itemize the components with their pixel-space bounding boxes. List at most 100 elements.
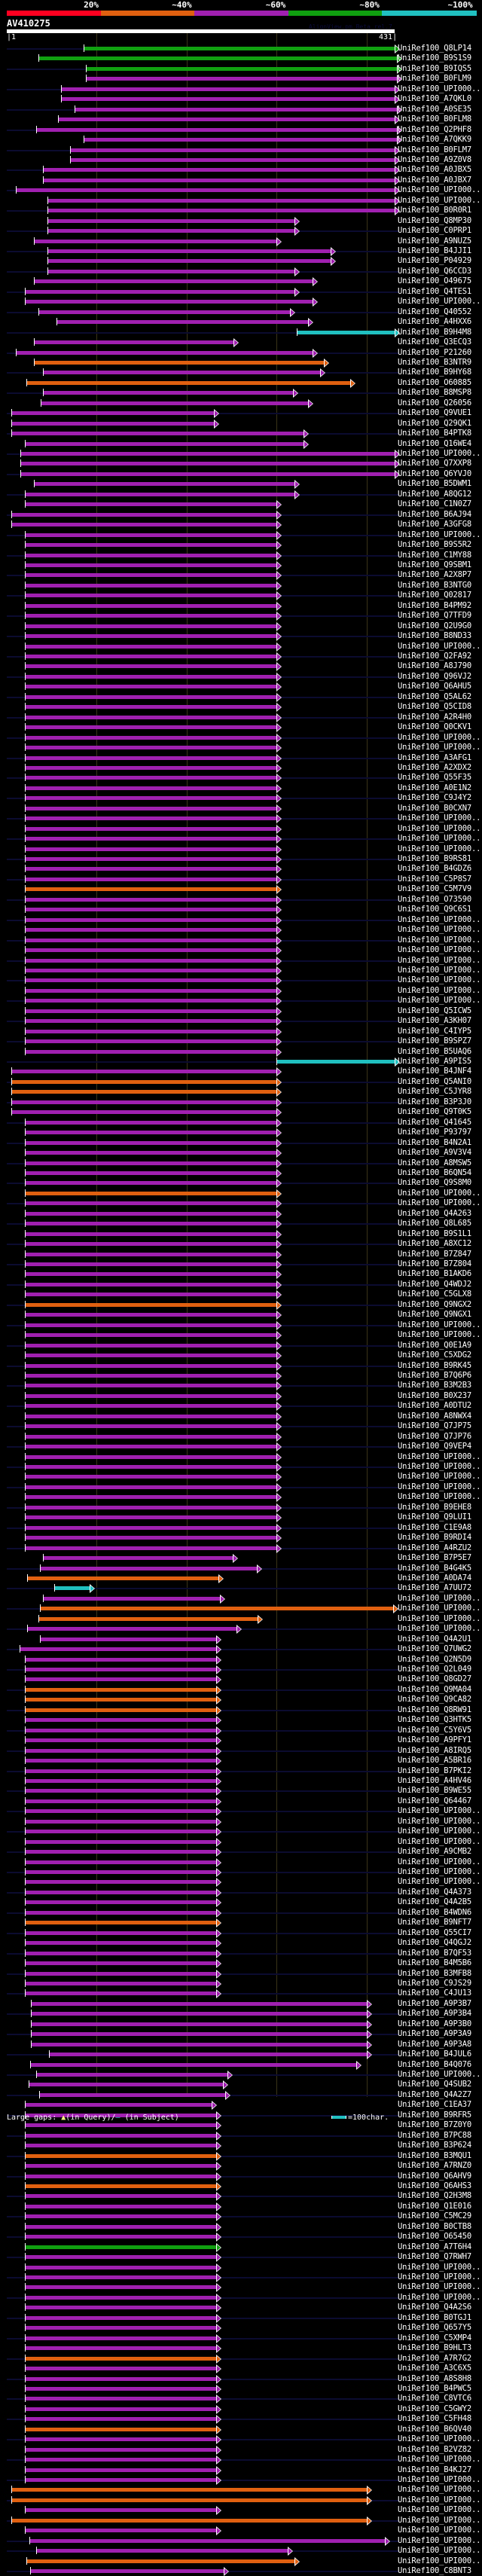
alignment-segment[interactable] <box>24 1515 277 1520</box>
hit-label[interactable]: UniRef100_UPI000.. <box>398 1857 481 1866</box>
alignment-segment[interactable] <box>24 917 277 922</box>
hit-row[interactable]: UniRef100_B0FLM7 <box>0 145 482 155</box>
hit-row[interactable]: UniRef100_Q0E1A9 <box>0 1341 482 1351</box>
hit-label[interactable]: UniRef100_UPI000.. <box>398 996 481 1006</box>
hit-row[interactable]: UniRef100_C5XMP4 <box>0 2333 482 2343</box>
alignment-segment[interactable] <box>24 492 295 496</box>
hit-row[interactable]: UniRef100_Q55F35 <box>0 773 482 783</box>
alignment-segment[interactable] <box>24 2164 217 2169</box>
hit-row[interactable]: UniRef100_B0R0R1 <box>0 206 482 216</box>
hit-row[interactable]: UniRef100_UPI000.. <box>0 2505 482 2516</box>
alignment-segment[interactable] <box>24 1272 277 1277</box>
hit-row[interactable]: UniRef100_C1N0Z7 <box>0 499 482 510</box>
hit-row[interactable]: UniRef100_UPI000.. <box>0 84 482 94</box>
hit-row[interactable]: UniRef100_P04929 <box>0 256 482 267</box>
alignment-segment[interactable] <box>24 644 277 649</box>
hit-row[interactable]: UniRef100_UPI000.. <box>0 530 482 540</box>
hit-label[interactable]: UniRef100_B4Q076 <box>398 2059 471 2069</box>
hit-label[interactable]: UniRef100_UPI000.. <box>398 1836 481 1846</box>
hit-label[interactable]: UniRef100_C4IYP5 <box>398 1026 471 1036</box>
hit-label[interactable]: UniRef100_B4WDN6 <box>398 1907 471 1917</box>
alignment-segment[interactable] <box>58 118 395 122</box>
alignment-segment[interactable] <box>24 786 277 790</box>
alignment-segment[interactable] <box>24 2508 217 2513</box>
hit-label[interactable]: UniRef100_A9P3B4 <box>398 2009 471 2019</box>
alignment-segment[interactable] <box>24 2265 217 2269</box>
hit-label[interactable]: UniRef100_UPI000.. <box>398 2475 481 2484</box>
hit-row[interactable]: UniRef100_UPI000.. <box>0 1867 482 1877</box>
hit-row[interactable]: UniRef100_Q7JP75 <box>0 1421 482 1432</box>
hit-label[interactable]: UniRef100_B9S1L1 <box>398 1228 471 1238</box>
hit-label[interactable]: UniRef100_B7P5E7 <box>398 1553 471 1563</box>
alignment-segment[interactable] <box>36 2073 227 2077</box>
hit-row[interactable]: UniRef100_Q4TES1 <box>0 287 482 297</box>
hit-label[interactable]: UniRef100_A0SE35 <box>398 104 471 114</box>
hit-label[interactable]: UniRef100_C5GWY2 <box>398 2404 471 2413</box>
hit-row[interactable]: UniRef100_B7Z804 <box>0 1259 482 1269</box>
hit-row[interactable]: UniRef100_Q6CCD3 <box>0 267 482 276</box>
alignment-segment[interactable] <box>24 1738 217 1743</box>
hit-row[interactable]: UniRef100_B9S1S9 <box>0 53 482 64</box>
hit-row[interactable]: UniRef100_C0PRP1 <box>0 226 482 237</box>
alignment-segment[interactable] <box>24 2326 217 2330</box>
hit-row[interactable]: UniRef100_B6QN54 <box>0 1168 482 1178</box>
alignment-segment[interactable] <box>24 765 277 770</box>
hit-row[interactable]: UniRef100_A9NUZ5 <box>0 237 482 246</box>
hit-label[interactable]: UniRef100_B4G4K5 <box>398 1563 471 1573</box>
alignment-segment[interactable] <box>24 1170 277 1175</box>
hit-label[interactable]: UniRef100_A8J790 <box>398 661 471 671</box>
hit-row[interactable]: UniRef100_Q9NGX2 <box>0 1300 482 1310</box>
hit-label[interactable]: UniRef100_Q2H3M8 <box>398 2191 471 2201</box>
alignment-segment[interactable] <box>24 2224 217 2229</box>
hit-label[interactable]: UniRef100_B9EHE8 <box>398 1502 471 1512</box>
hit-label[interactable]: UniRef100_A2R4H0 <box>398 712 471 722</box>
hit-label[interactable]: UniRef100_A9P3A8 <box>398 2039 471 2049</box>
hit-row[interactable]: UniRef100_A7QKL0 <box>0 94 482 105</box>
hit-label[interactable]: UniRef100_O49675 <box>398 276 471 286</box>
alignment-segment[interactable] <box>11 2518 367 2523</box>
hit-row[interactable]: UniRef100_A0DTU2 <box>0 1401 482 1412</box>
alignment-segment[interactable] <box>24 897 277 902</box>
hit-row[interactable]: UniRef100_Q3HTK5 <box>0 1715 482 1726</box>
hit-row[interactable]: UniRef100_B0TGJ1 <box>0 2313 482 2323</box>
alignment-segment[interactable] <box>24 978 277 983</box>
alignment-segment[interactable] <box>24 1414 277 1418</box>
alignment-segment[interactable] <box>24 1870 217 1874</box>
hit-label[interactable]: UniRef100_B5DWM1 <box>398 479 471 489</box>
hit-row[interactable]: UniRef100_UPI000.. <box>0 1330 482 1341</box>
alignment-segment[interactable] <box>24 1769 217 1773</box>
hit-row[interactable]: UniRef100_Q55CI7 <box>0 1928 482 1938</box>
alignment-segment[interactable] <box>42 371 320 375</box>
alignment-segment[interactable] <box>42 1556 233 1561</box>
alignment-segment[interactable] <box>24 2285 217 2290</box>
hit-label[interactable]: UniRef100_B9S1S9 <box>398 53 471 63</box>
alignment-segment[interactable] <box>24 1819 217 1824</box>
alignment-segment[interactable] <box>24 2376 217 2381</box>
hit-label[interactable]: UniRef100_Q55CI7 <box>398 1927 471 1937</box>
alignment-segment[interactable] <box>42 168 395 172</box>
hit-label[interactable]: UniRef100_Q7JP76 <box>398 1431 471 1441</box>
hit-label[interactable]: UniRef100_A9CMB2 <box>398 1847 471 1857</box>
hit-row[interactable]: UniRef100_Q8L685 <box>0 1219 482 1229</box>
alignment-segment[interactable] <box>24 1799 217 1803</box>
hit-row[interactable]: UniRef100_B1AKD6 <box>0 1269 482 1280</box>
hit-label[interactable]: UniRef100_UPI000.. <box>398 2535 481 2545</box>
alignment-segment[interactable] <box>24 441 304 446</box>
hit-row[interactable]: UniRef100_UPI000.. <box>0 733 482 743</box>
hit-label[interactable]: UniRef100_B0TGJ1 <box>398 2312 471 2322</box>
hit-row[interactable]: UniRef100_A0E1N2 <box>0 783 482 793</box>
alignment-segment[interactable] <box>24 999 277 1003</box>
hit-label[interactable]: UniRef100_Q9NGX2 <box>398 1299 471 1309</box>
hit-row[interactable]: UniRef100_Q4QGJ2 <box>0 1938 482 1949</box>
hit-label[interactable]: UniRef100_UPI000.. <box>398 955 481 965</box>
alignment-segment[interactable] <box>11 523 277 527</box>
hit-label[interactable]: UniRef100_UPI000.. <box>398 195 481 205</box>
alignment-segment[interactable] <box>276 1060 395 1064</box>
alignment-segment[interactable] <box>24 1505 277 1509</box>
hit-label[interactable]: UniRef100_B3M2B3 <box>398 1381 471 1390</box>
hit-label[interactable]: UniRef100_A0DA74 <box>398 1573 471 1583</box>
hit-label[interactable]: UniRef100_A0E1N2 <box>398 783 471 792</box>
hit-row[interactable]: UniRef100_UPI000.. <box>0 824 482 834</box>
alignment-segment[interactable] <box>24 1161 277 1165</box>
alignment-segment[interactable] <box>24 603 277 608</box>
